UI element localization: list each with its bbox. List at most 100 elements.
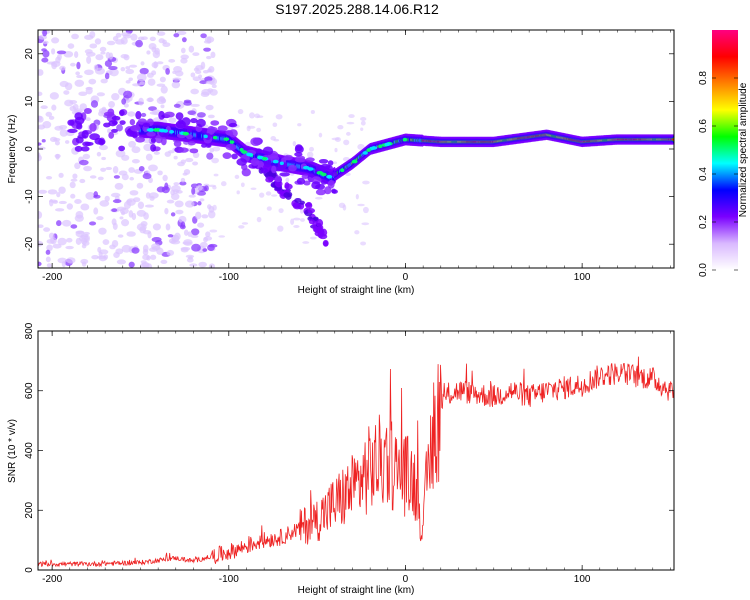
spectrogram-noise-blob (205, 104, 214, 111)
spectrogram-ridge-blob (279, 172, 290, 177)
spectrogram-noise-blob (46, 263, 52, 268)
spectrogram-noise-blob (69, 105, 76, 112)
spectrogram-noise-blob (135, 39, 143, 48)
spectrogram-noise-blob (360, 127, 364, 131)
spectrogram-noise-blob (207, 244, 215, 252)
spectrogram-noise-blob (156, 247, 164, 255)
spectrogram-noise-blob (49, 199, 58, 203)
spectrogram-ridge-blob (74, 145, 83, 152)
spectrogram-noise-blob (185, 157, 194, 163)
spectrogram-noise-blob (165, 68, 170, 75)
spectrogram-noise-blob (94, 38, 102, 45)
spectrogram-ridge-blob (187, 141, 196, 146)
spectrogram-ridge-blob (158, 110, 165, 120)
spectrogram-noise-blob (205, 231, 211, 238)
spectrogram-noise-blob (121, 173, 129, 181)
spectrogram-noise-blob (58, 172, 64, 178)
spectrogram-noise-blob (136, 182, 144, 189)
snr-x-label: Height of straight line (km) (298, 585, 415, 596)
spectrogram-noise-blob (292, 140, 297, 147)
spectrogram-noise-blob (112, 165, 119, 174)
spectrogram-noise-blob (158, 96, 166, 102)
spectrogram-heatmap (38, 30, 674, 268)
spectrogram-noise-blob (114, 182, 124, 190)
spectrogram-noise-blob (130, 33, 138, 41)
spectrogram-ridge-blob (255, 148, 263, 154)
spectrogram-ridge-blob (327, 160, 334, 166)
spectrogram-noise-blob (100, 78, 108, 84)
spectrogram-ridge-blob (108, 131, 115, 139)
spectrogram-noise-blob (306, 151, 314, 158)
spectrogram-noise-blob (240, 182, 245, 188)
spectrogram-noise-blob (293, 225, 300, 228)
spectrogram-ridge-spot (279, 161, 284, 166)
spectrogram-noise-blob (89, 221, 97, 226)
spectrogram-noise-blob (128, 77, 133, 81)
spectrogram-ridge-spot (223, 137, 230, 141)
spectrogram-ridge-blob (250, 137, 262, 147)
spectrogram-noise-blob (157, 170, 163, 176)
snr-y-tick-label: 600 (24, 382, 35, 399)
spectrogram-ridge-blob (210, 120, 220, 126)
spectrogram-noise-blob (256, 127, 262, 133)
spectrogram-noise-blob (75, 230, 85, 238)
spectrogram-noise-blob (190, 103, 200, 107)
spectrogram-noise-blob (99, 200, 110, 207)
spectrogram-noise-blob (65, 245, 74, 250)
spectrogram-noise-blob (120, 66, 126, 72)
spectrogram-ridge-blob (111, 128, 118, 133)
spectrogram-ridge-blob (155, 135, 163, 144)
spectrogram-ridge-spot (163, 129, 169, 133)
snr-y-ticks: 0 200 400 600 800 (24, 322, 674, 573)
spectrogram-noise-blob (196, 190, 207, 196)
spectrogram-noise-blob (200, 33, 207, 39)
spectrogram-noise-blob (131, 146, 141, 154)
spectrogram-noise-blob (57, 257, 68, 264)
spectrogram-noise-blob (47, 189, 58, 195)
spectrogram-noise-blob (254, 113, 261, 119)
spectrogram-noise-blob (132, 197, 141, 203)
spectrogram-noise-blob (285, 177, 290, 183)
spectrogram-noise-blob (164, 207, 169, 215)
spectrogram-noise-blob (145, 192, 151, 199)
spectrogram-ridge-blob (225, 130, 233, 135)
spectrogram-y-ticks: -20 -10 0 10 20 (24, 48, 674, 251)
spectrogram-noise-blob (361, 222, 370, 226)
spectrogram-noise-blob (69, 181, 76, 189)
spectrogram-ridge-spot (229, 140, 235, 144)
spectrogram-noise-blob (82, 240, 90, 246)
spectrogram-noise-blob (80, 258, 89, 265)
spectrogram-noise-blob (218, 235, 226, 238)
colorbar-tick-label: 0.4 (698, 167, 709, 181)
spectrogram-noise-blob (123, 90, 133, 99)
spectrogram-noise-blob (247, 125, 256, 129)
spectrogram-noise-blob (195, 185, 203, 191)
colorbar-tick-label: 0.6 (698, 119, 709, 133)
spectrogram-x-tick-label: 100 (574, 272, 591, 283)
snr-y-label: SNR (10 * v/v) (7, 419, 18, 483)
spectrogram-ridge-blob (315, 188, 326, 196)
spectrogram-noise-blob (202, 248, 208, 252)
spectrogram-ridge-blob (160, 136, 167, 146)
spectrogram-noise-blob (85, 117, 91, 121)
spectrogram-noise-blob (51, 48, 56, 55)
spectrogram-noise-blob (89, 31, 96, 39)
spectrogram-noise-blob (208, 66, 215, 73)
colorbar-bar (712, 30, 738, 270)
spectrogram-noise-blob (115, 149, 126, 158)
spectrogram-ridge-blob (130, 124, 141, 132)
spectrogram-ridge-blob (89, 123, 97, 132)
spectrogram-noise-blob (197, 222, 205, 228)
spectrogram-noise-blob (121, 244, 132, 253)
spectrogram-ridge-blob (222, 152, 232, 159)
spectrogram-noise-blob (277, 225, 284, 232)
spectrogram-x-tick-label: -100 (219, 272, 239, 283)
spectrogram-noise-blob (345, 172, 351, 177)
spectrogram-noise-blob (57, 237, 67, 246)
spectrogram-noise-blob (149, 36, 156, 42)
spectrogram-noise-blob (138, 97, 144, 106)
spectrogram-noise-blob (126, 231, 136, 237)
snr-y-tick-label: 0 (24, 567, 35, 573)
spectrogram-noise-blob (70, 178, 78, 182)
spectrogram-noise-blob (315, 196, 323, 200)
